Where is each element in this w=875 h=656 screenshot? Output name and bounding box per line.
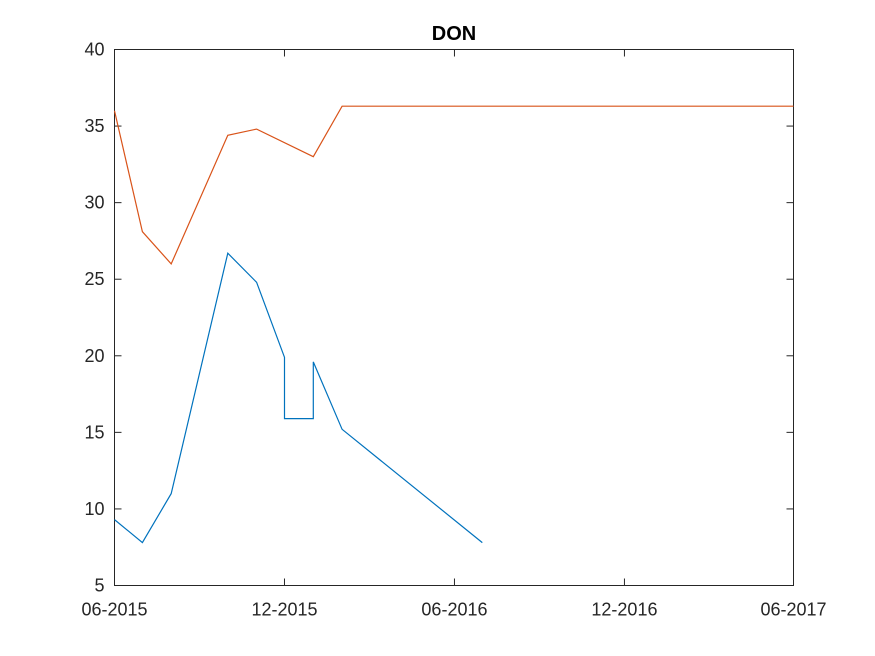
y-tick-label: 5 (94, 576, 104, 596)
y-tick-label: 35 (84, 116, 104, 136)
axis-ticks: 5 10 15 20 25 30 35 40 06-2015 12-2015 06-2016 12-2… (81, 40, 826, 620)
x-tick-label: 12-2015 (251, 600, 317, 620)
y-tick-label: 40 (84, 40, 104, 60)
y-tick-label: 10 (84, 499, 104, 519)
y-tick-label: 30 (84, 193, 104, 213)
series-layer (113, 105, 794, 544)
y-tick-label: 15 (84, 422, 104, 442)
chart-title: DON (432, 23, 476, 45)
series-line-1 (114, 252, 483, 544)
series-line-2 (113, 105, 794, 265)
x-tick-label: 12-2016 (591, 600, 657, 620)
x-tick-label: 06-2017 (760, 600, 826, 620)
plot-area (114, 49, 794, 586)
y-tick-label: 20 (84, 346, 104, 366)
x-tick-label: 06-2016 (421, 600, 487, 620)
x-tick-label: 06-2015 (81, 600, 147, 620)
y-tick-label: 25 (84, 269, 104, 289)
